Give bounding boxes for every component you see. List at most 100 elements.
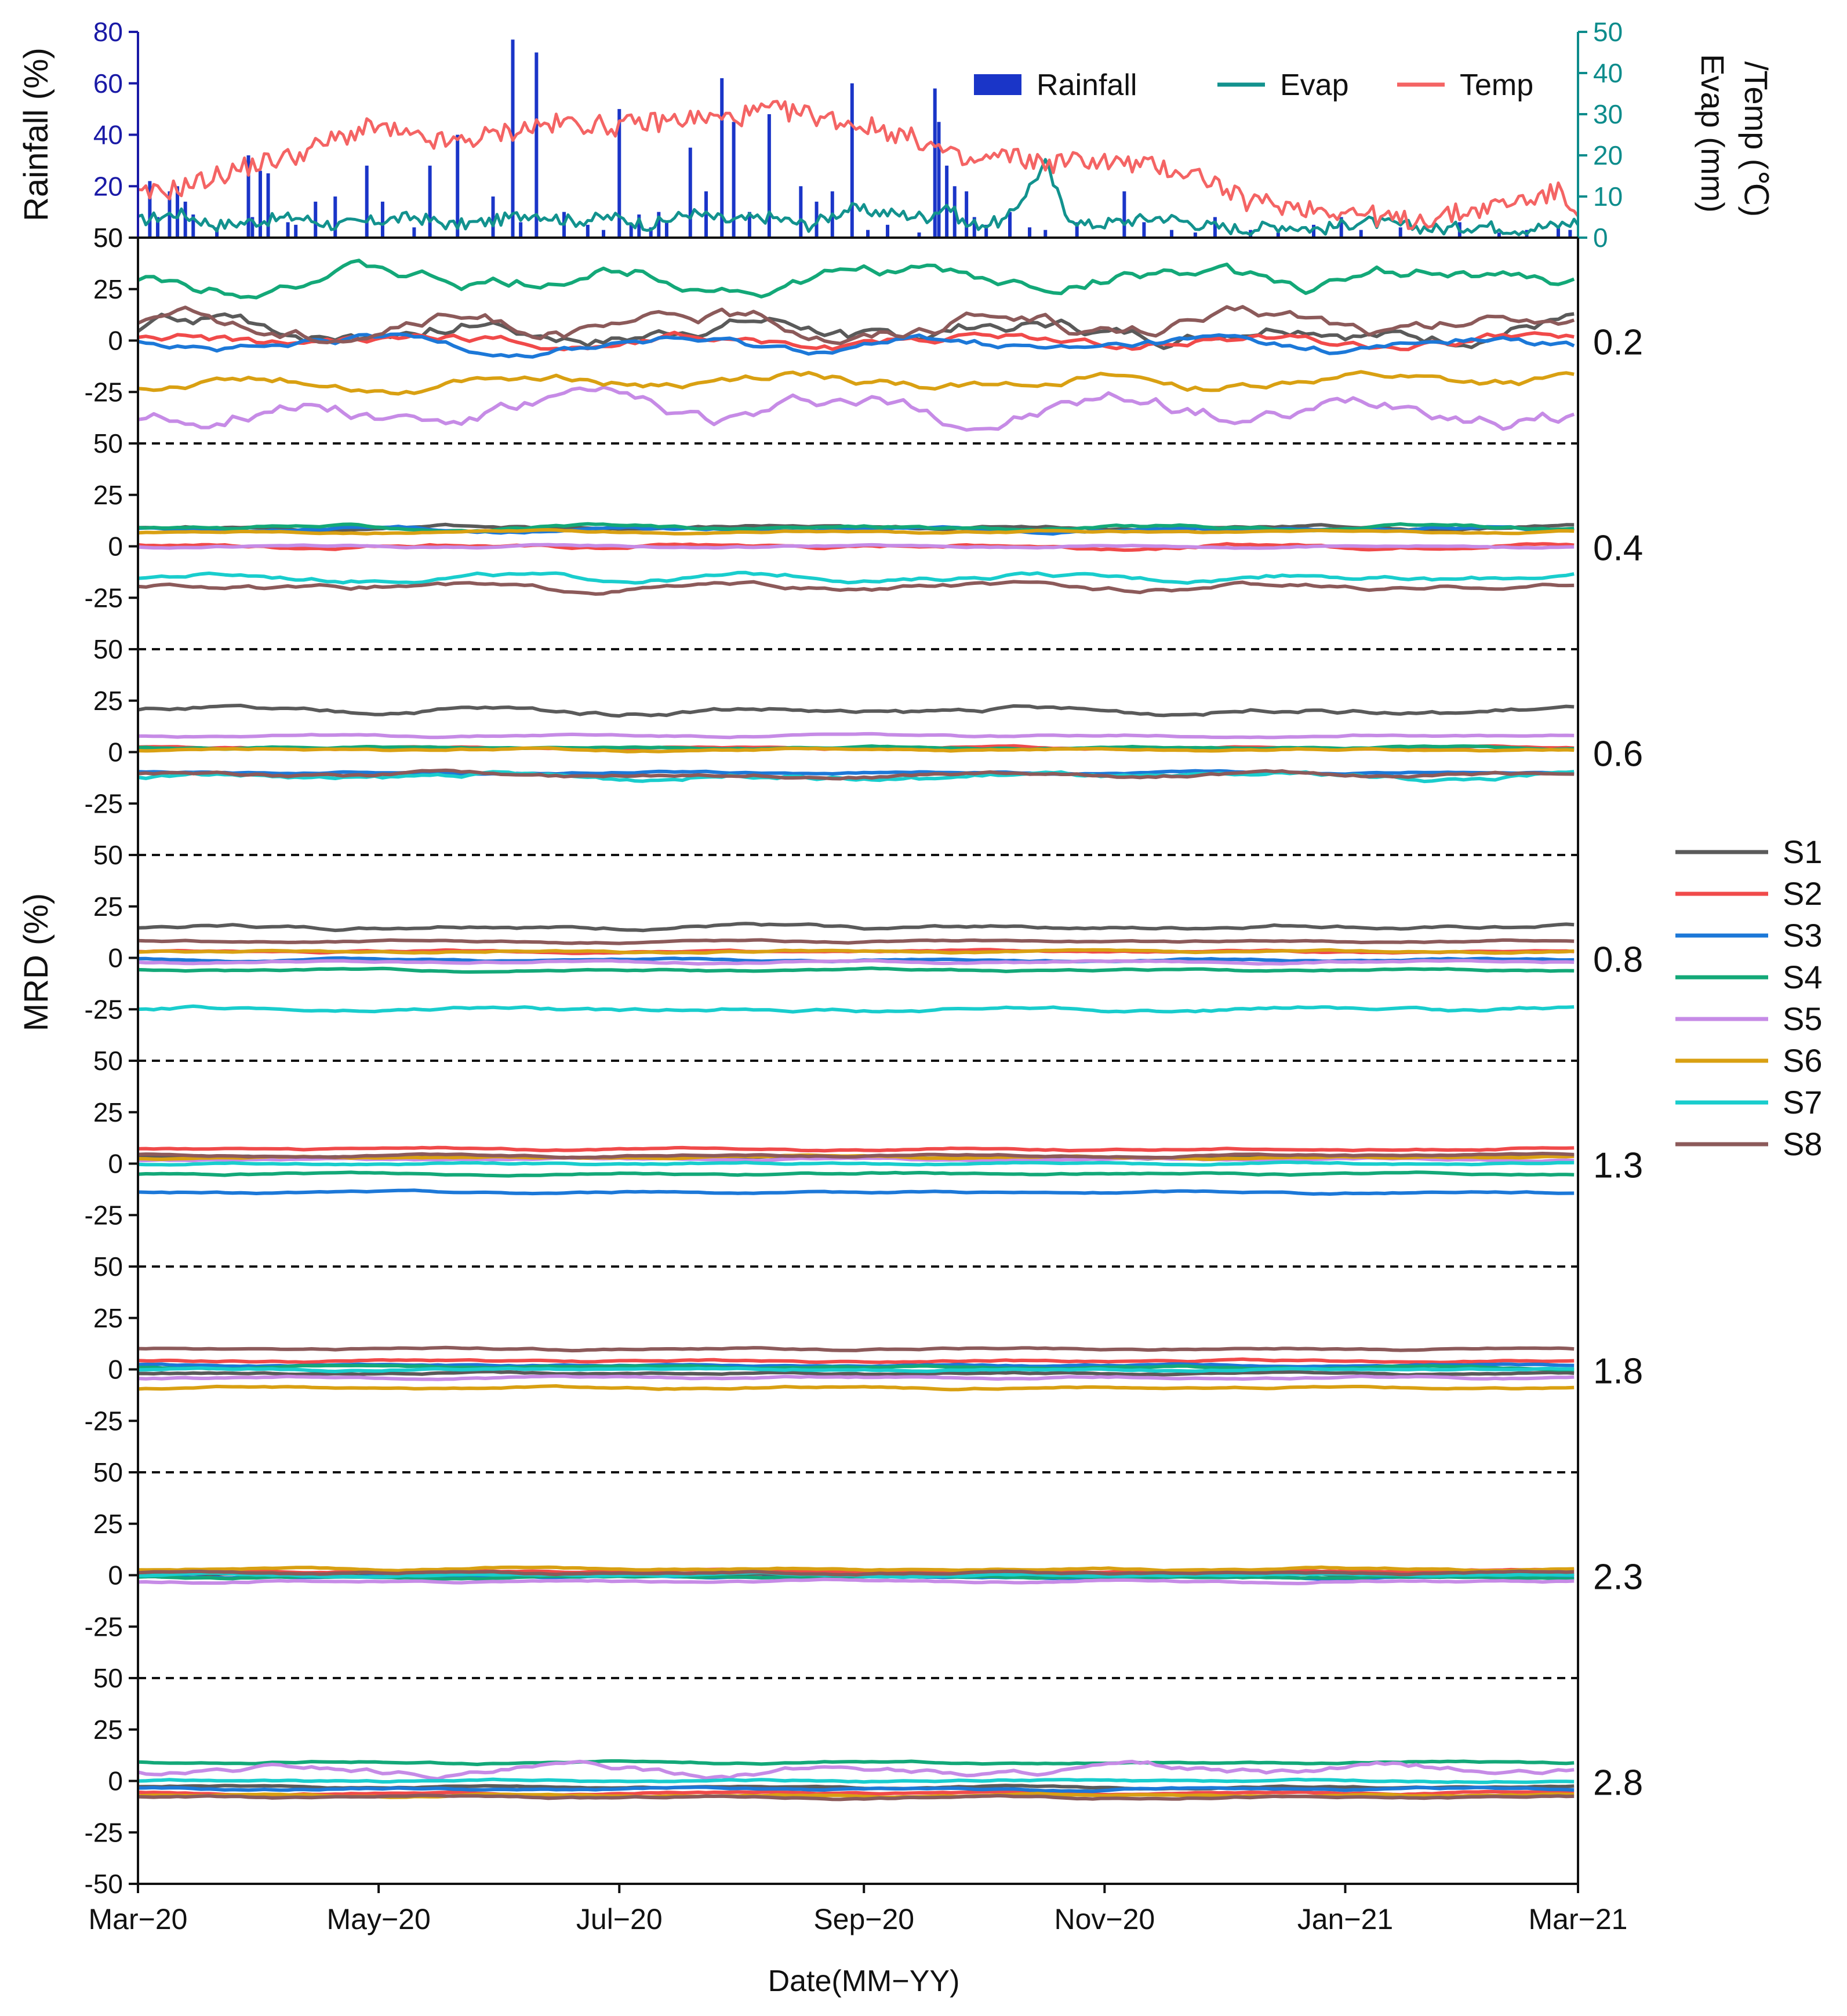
mrd-y-tick-label: 25 bbox=[93, 1097, 123, 1127]
x-tick-label: Jul−20 bbox=[576, 1903, 663, 1935]
rainfall-bar bbox=[732, 122, 736, 238]
rainfall-bar bbox=[1044, 230, 1048, 238]
legend-rainfall-label: Rainfall bbox=[1037, 68, 1137, 102]
mrd-series-s2 bbox=[137, 1357, 1575, 1364]
x-tick-label: May−20 bbox=[326, 1903, 430, 1935]
legend-s8-label: S8 bbox=[1783, 1126, 1823, 1162]
mrd-series-s7 bbox=[137, 570, 1575, 585]
legend-s5-label: S5 bbox=[1783, 1000, 1823, 1037]
mrd-series-s5 bbox=[138, 732, 1575, 740]
mrd-series-s7 bbox=[137, 1004, 1575, 1014]
mrd-series-s3 bbox=[137, 1785, 1575, 1793]
mrd-y-tick-label: 50 bbox=[93, 1046, 123, 1076]
mrd-series-s7 bbox=[137, 1160, 1575, 1167]
rainfall-axis-title: Rainfall (%) bbox=[17, 48, 55, 221]
mrd-panel-0.6: 50 25 0 -25 0.6 bbox=[85, 634, 1643, 856]
rainfall-bar bbox=[629, 224, 633, 238]
rainfall-bar bbox=[428, 165, 432, 238]
x-axis: Mar−20 May−20 Jul−20 Sep−20 Nov−20 Jan−21 Mar−… bbox=[89, 1884, 1628, 1935]
mrd-series-s5 bbox=[137, 959, 1575, 966]
mrd-y-tick-label: 25 bbox=[93, 1303, 123, 1333]
rainfall-bar bbox=[456, 134, 460, 238]
mrd-series-s8 bbox=[137, 580, 1575, 596]
rainfall-bar bbox=[333, 196, 337, 238]
rainfall-bar bbox=[815, 201, 819, 238]
rainfall-bar bbox=[1276, 232, 1280, 238]
rainfall-bar bbox=[294, 224, 298, 238]
mrd-y-tick-label: -25 bbox=[85, 1406, 123, 1436]
rainfall-bar bbox=[365, 165, 369, 238]
mrd-series-s6 bbox=[137, 948, 1575, 955]
evap-axis-title: Evap (mm) bbox=[1695, 54, 1731, 213]
rainfall-bar bbox=[1312, 224, 1316, 238]
mrd-panel-0.4: 50 25 0 -25 0.4 bbox=[85, 428, 1643, 650]
mrd-series-s8 bbox=[137, 768, 1575, 781]
mrd-y-tick-label: 0 bbox=[108, 1149, 123, 1179]
mrd-y-tick-label: -25 bbox=[85, 994, 123, 1024]
x-tick-label: Sep−20 bbox=[813, 1903, 914, 1935]
rainfall-bar bbox=[314, 201, 318, 238]
rainfall-bar bbox=[491, 196, 495, 238]
rainfall-bar bbox=[917, 232, 921, 238]
mrd-series-s8 bbox=[137, 1345, 1575, 1353]
rainfall-bar bbox=[586, 224, 590, 238]
rainfall-bar bbox=[945, 165, 949, 238]
rainfall-tick-label: 40 bbox=[93, 120, 123, 150]
mrd-y-tick-label: 50 bbox=[93, 1663, 123, 1693]
rainfall-bar bbox=[1142, 222, 1146, 238]
mrd-series-s5 bbox=[137, 385, 1575, 432]
mrd-y-tick-label: 50 bbox=[93, 1251, 123, 1282]
mrd-y-tick-label: 25 bbox=[93, 274, 123, 304]
depth-label: 1.3 bbox=[1593, 1146, 1643, 1186]
rainfall-bar bbox=[1075, 222, 1079, 238]
mrd-y-tick-label: 0 bbox=[108, 943, 123, 973]
rainfall-bar bbox=[412, 227, 416, 238]
mrd-series-s1 bbox=[137, 922, 1575, 933]
x-tick-label: Nov−20 bbox=[1054, 1903, 1155, 1935]
mrd-series-s4 bbox=[137, 966, 1575, 974]
mrd-series-s1 bbox=[137, 1370, 1575, 1377]
rainfall-bar bbox=[286, 222, 290, 238]
rainfall-bar bbox=[937, 122, 941, 238]
evap-temp-tick-label: 40 bbox=[1593, 58, 1623, 88]
mrd-series-s1 bbox=[137, 704, 1575, 718]
mrd-series-s2 bbox=[137, 1789, 1575, 1797]
rainfall-bar bbox=[1193, 232, 1197, 238]
mrd-y-tick-label: 25 bbox=[93, 480, 123, 510]
mrd-panel-1.8: 50 25 0 -25 1.8 bbox=[85, 1251, 1643, 1473]
rainfall-bar bbox=[1213, 217, 1217, 238]
mrd-y-tick-label: -25 bbox=[85, 1611, 123, 1642]
mrd-series-s8 bbox=[137, 1793, 1575, 1802]
mrd-y-tick-label: 0 bbox=[108, 326, 123, 356]
rainfall-bar bbox=[176, 186, 180, 238]
depth-label: 2.8 bbox=[1593, 1763, 1643, 1803]
rainfall-bar bbox=[1008, 212, 1012, 238]
mrd-panel-0.8: 50 25 0 -25 0.8 bbox=[85, 840, 1643, 1062]
rainfall-bar bbox=[850, 83, 854, 238]
x-tick-label: Mar−20 bbox=[89, 1903, 188, 1935]
mrd-series-s4 bbox=[137, 1170, 1575, 1178]
rainfall-bar bbox=[1556, 227, 1560, 238]
mrd-series-s7 bbox=[137, 1777, 1575, 1784]
mrd-y-tick-label: 25 bbox=[93, 891, 123, 922]
mrd-y-tick-label: -25 bbox=[85, 788, 123, 818]
mrd-y-tick-label: 50 bbox=[93, 1457, 123, 1487]
rainfall-bar bbox=[1122, 191, 1126, 238]
evap-temp-tick-label: 0 bbox=[1593, 223, 1608, 253]
depth-label: 1.8 bbox=[1593, 1352, 1643, 1392]
rainfall-tick-label: 80 bbox=[93, 17, 123, 47]
mrd-series-s6 bbox=[137, 1565, 1575, 1573]
x-tick-label: Mar−21 bbox=[1529, 1903, 1628, 1935]
x-tick-label: Jan−21 bbox=[1297, 1903, 1393, 1935]
mrd-series-s5 bbox=[137, 543, 1575, 550]
rainfall-bar bbox=[519, 222, 523, 238]
mrd-y-tick-label: -50 bbox=[85, 1869, 123, 1899]
mrd-axis-title: MRD (%) bbox=[17, 893, 55, 1031]
rainfall-bar bbox=[1568, 230, 1572, 238]
mrd-series-s7 bbox=[137, 1366, 1575, 1373]
rainfall-bar bbox=[688, 147, 692, 238]
mrd-series-s3 bbox=[137, 1188, 1575, 1196]
rainfall-bar bbox=[148, 181, 152, 238]
rainfall-bar bbox=[637, 214, 641, 238]
evap-temp-tick-label: 30 bbox=[1593, 99, 1623, 129]
